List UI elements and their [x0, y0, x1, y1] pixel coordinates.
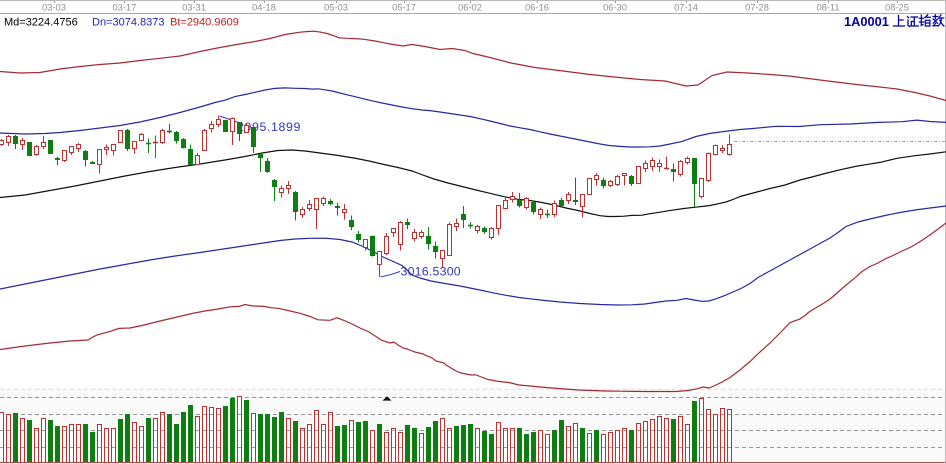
svg-text:04-18: 04-18: [252, 2, 276, 12]
svg-text:Dn=3074.8373: Dn=3074.8373: [92, 17, 164, 29]
svg-text:05-17: 05-17: [392, 2, 416, 12]
svg-text:3016.5300: 3016.5300: [401, 265, 461, 279]
svg-text:08-25: 08-25: [885, 2, 909, 12]
svg-text:06-30: 06-30: [603, 2, 627, 12]
svg-text:1A0001: 1A0001: [844, 14, 889, 29]
svg-text:08-11: 08-11: [816, 2, 839, 12]
svg-text:Bt=2940.9609: Bt=2940.9609: [170, 17, 239, 29]
svg-text:06-16: 06-16: [525, 2, 549, 12]
svg-text:07-14: 07-14: [674, 2, 698, 12]
svg-text:06-02: 06-02: [458, 2, 482, 12]
svg-text:07-28: 07-28: [745, 2, 769, 12]
svg-text:03-17: 03-17: [113, 2, 137, 12]
svg-text:Md=3224.4756: Md=3224.4756: [4, 17, 78, 29]
svg-text:03-03: 03-03: [42, 2, 66, 12]
svg-text:05-03: 05-03: [324, 2, 348, 12]
svg-text:03-31: 03-31: [182, 2, 206, 12]
